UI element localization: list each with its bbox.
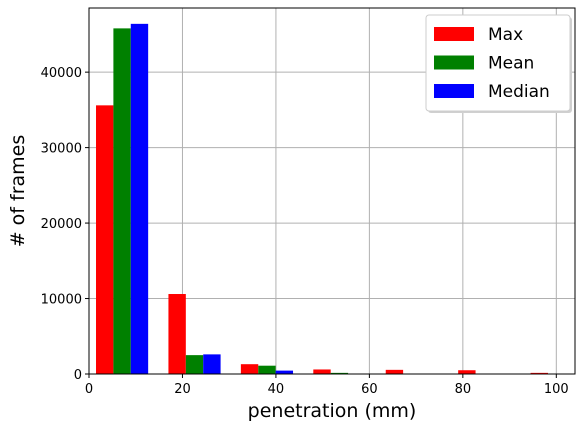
x-tick-label: 40 xyxy=(268,382,285,397)
y-tick-label: 10000 xyxy=(41,293,82,308)
x-tick-label: 20 xyxy=(174,382,191,397)
bar-mean-1 xyxy=(185,355,204,374)
legend-label-max: Max xyxy=(488,25,523,45)
legend-label-mean: Mean xyxy=(488,54,534,74)
bar-mean-0 xyxy=(113,28,131,375)
y-tick-label: 30000 xyxy=(41,142,82,157)
legend-swatch-median xyxy=(434,84,474,98)
bar-mean-2 xyxy=(258,365,276,374)
bar-max-4 xyxy=(385,369,404,374)
y-tick-label: 40000 xyxy=(41,66,82,81)
x-tick-label: 80 xyxy=(455,382,472,397)
bar-mean-3 xyxy=(330,372,349,374)
x-axis-title: penetration (mm) xyxy=(248,400,417,422)
bar-median-1 xyxy=(203,354,221,374)
legend-label-median: Median xyxy=(488,82,550,102)
bar-max-1 xyxy=(168,294,186,374)
bar-max-3 xyxy=(313,369,331,374)
x-tick-label: 0 xyxy=(85,382,93,397)
bar-max-6 xyxy=(530,372,548,374)
ticks: 0 20 40 60 80 100 0 10000 20000 30000 40000 xyxy=(41,66,569,397)
x-tick-label: 100 xyxy=(544,382,569,397)
bar-median-0 xyxy=(130,23,149,375)
bar-max-0 xyxy=(96,105,114,375)
plot-frame xyxy=(88,7,576,375)
y-tick-label: 20000 xyxy=(41,217,82,232)
bars xyxy=(96,23,548,375)
y-axis-title: # of frames xyxy=(7,135,29,248)
bar-max-2 xyxy=(240,364,259,374)
legend-swatch-mean xyxy=(434,55,474,70)
legend: Max Mean Median xyxy=(425,14,572,113)
legend-swatch-max xyxy=(434,27,474,41)
bar-max-5 xyxy=(458,370,476,374)
x-tick-label: 60 xyxy=(361,382,378,397)
bar-median-2 xyxy=(275,370,294,374)
y-tick-label: 0 xyxy=(74,368,82,383)
